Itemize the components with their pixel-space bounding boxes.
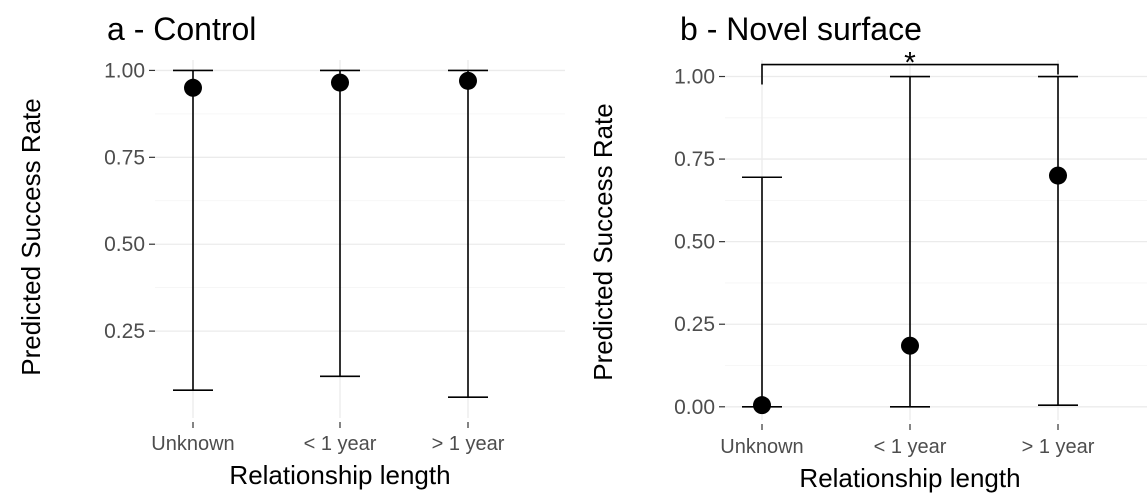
panel-a: a - Control Predicted Success Rate Relat… [16,11,565,490]
y-tick-label: 0.25 [674,313,715,336]
panel-b-x-axis-label: Relationship length [799,463,1020,493]
x-tick-label: Unknown [151,433,234,455]
panel-a-marks [173,69,488,398]
data-point [901,336,919,355]
x-tick-label: < 1 year [304,433,377,455]
data-point [184,78,202,97]
data-point [1049,166,1067,185]
panel-a-x-axis-label: Relationship length [229,460,450,490]
y-tick-label: 0.00 [674,396,715,419]
y-tick-label: 1.00 [674,66,715,89]
x-tick-label: > 1 year [1022,436,1095,458]
x-tick-label: < 1 year [874,436,947,458]
panel-a-title: a - Control [107,11,256,47]
x-tick-label: > 1 year [432,433,505,455]
significance-label: * [904,47,916,80]
panel-a-grid [155,60,565,418]
panel-b-y-axis-label: Predicted Success Rate [588,103,618,380]
panel-b-ticks: 0.00 0.25 0.50 0.75 1.00 Unknown < 1 year > 1 y… [674,66,1095,458]
data-point [331,73,349,92]
data-point [459,71,477,90]
panel-a-ticks: 0.25 0.50 0.75 1.00 Unknown < 1 year > 1 year [104,59,505,455]
y-tick-label: 0.25 [104,320,145,343]
panel-a-y-axis-label: Predicted Success Rate [16,98,46,375]
panel-b: b - Novel surface Predicted Success Rate… [588,11,1147,493]
data-point [753,396,771,415]
x-tick-label: Unknown [720,436,803,458]
y-tick-label: 0.50 [674,231,715,254]
y-tick-label: 0.75 [104,146,145,169]
y-tick-label: 0.75 [674,148,715,171]
panel-b-grid [725,60,1147,420]
panel-b-title: b - Novel surface [680,11,922,47]
significance-bracket [761,63,1059,85]
y-tick-label: 1.00 [104,59,145,82]
panel-b-marks [742,75,1078,415]
y-tick-label: 0.50 [104,233,145,256]
panel-b-significance: * [761,47,1059,85]
